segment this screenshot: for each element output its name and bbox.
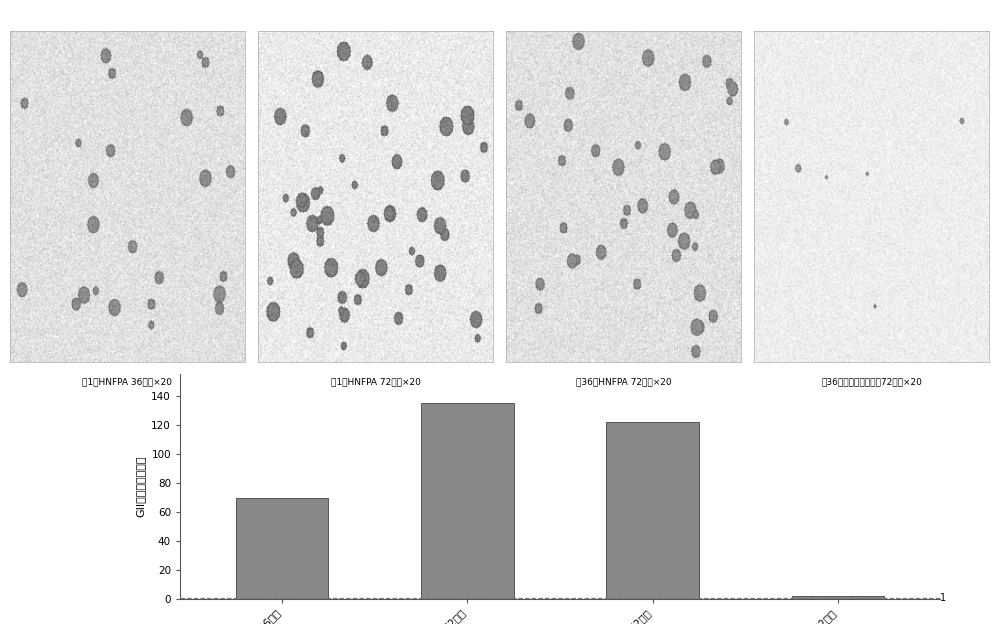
Text: 第36代肿瘤成纤维细胞72小时×20: 第36代肿瘤成纤维细胞72小时×20 <box>821 378 922 386</box>
Bar <box>421 403 514 599</box>
Text: 第1代HNFPA 36小时×20: 第1代HNFPA 36小时×20 <box>82 378 173 386</box>
Text: 第1代HNFPA 72小时×20: 第1代HNFPA 72小时×20 <box>331 378 420 386</box>
Y-axis label: GII表达相对于对照: GII表达相对于对照 <box>136 456 146 517</box>
Text: 1: 1 <box>940 593 946 603</box>
Text: 第36代HNFPA 72小时×20: 第36代HNFPA 72小时×20 <box>576 378 671 386</box>
Bar <box>236 497 328 599</box>
Bar <box>606 422 699 599</box>
Bar <box>792 596 884 599</box>
